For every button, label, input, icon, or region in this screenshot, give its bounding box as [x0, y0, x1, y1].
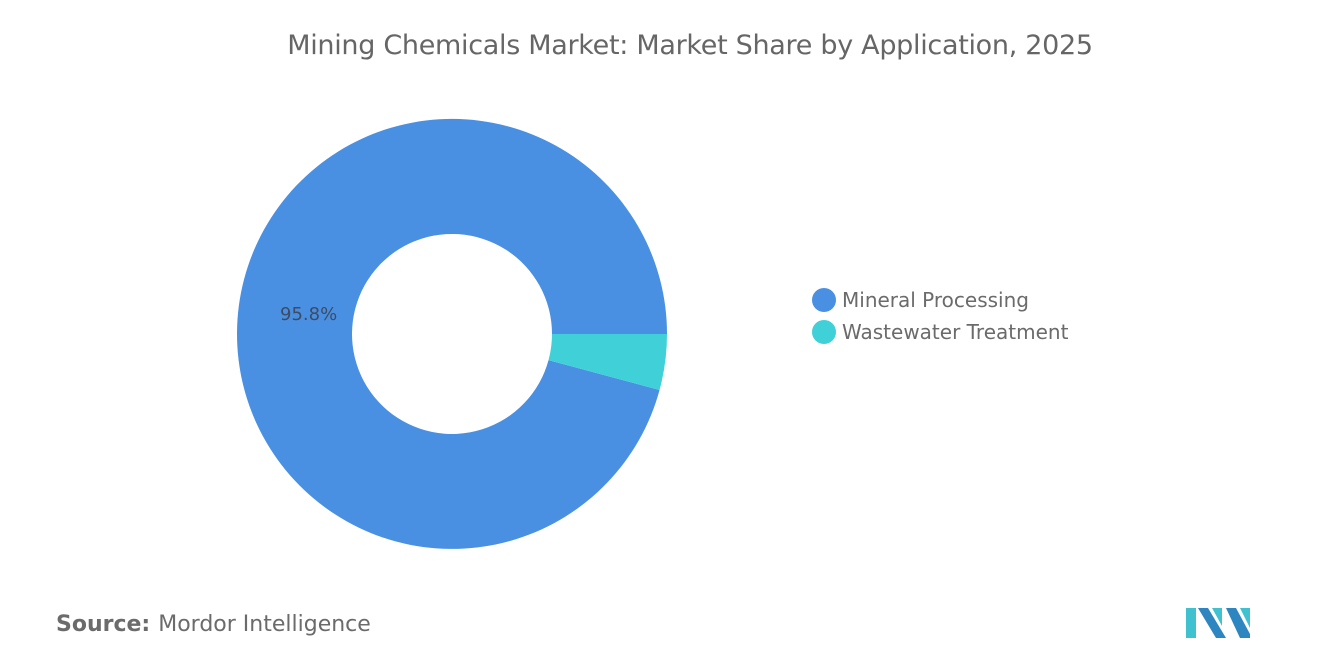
- legend: Mineral Processing Wastewater Treatment: [812, 284, 1068, 348]
- legend-swatch-icon: [812, 320, 836, 344]
- legend-item-wastewater-treatment[interactable]: Wastewater Treatment: [812, 316, 1068, 348]
- label-mineral-processing: 95.8%: [280, 304, 338, 325]
- slice-mineral-processing[interactable]: [237, 118, 667, 549]
- chart-title: Mining Chemicals Market: Market Share by…: [287, 30, 1093, 61]
- mordor-logo-icon: [1186, 608, 1250, 638]
- legend-label: Wastewater Treatment: [842, 320, 1069, 344]
- legend-item-mineral-processing[interactable]: Mineral Processing: [812, 284, 1068, 316]
- slice-wastewater-treatment[interactable]: [548, 334, 667, 391]
- source-note: Source: Mordor Intelligence: [56, 612, 371, 637]
- legend-swatch-icon: [812, 288, 836, 312]
- source-value: Mordor Intelligence: [158, 612, 371, 637]
- source-label: Source:: [56, 612, 151, 637]
- legend-label: Mineral Processing: [842, 288, 1029, 312]
